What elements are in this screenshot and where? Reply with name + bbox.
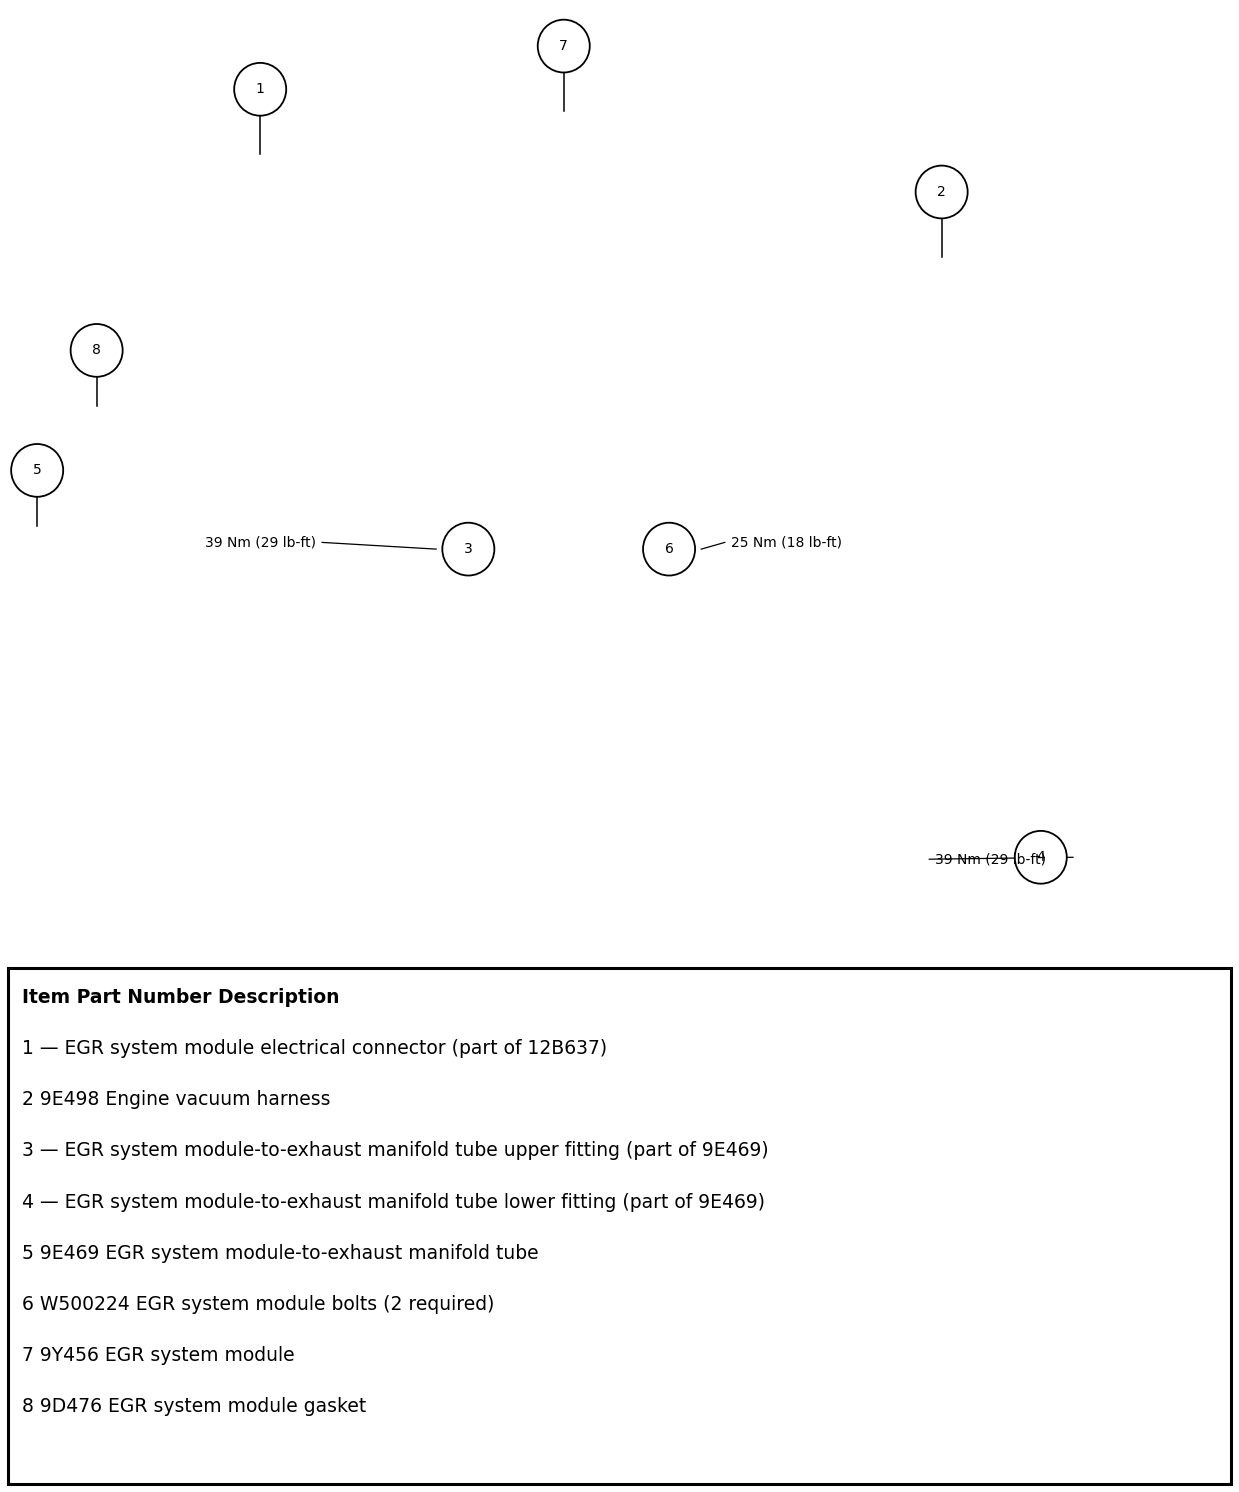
Text: 2: 2: [937, 185, 947, 198]
Text: 1 — EGR system module electrical connector (part of 12B637): 1 — EGR system module electrical connect…: [22, 1038, 607, 1058]
Text: 5: 5: [32, 464, 42, 477]
Text: 39 Nm (29 lb-ft): 39 Nm (29 lb-ft): [935, 852, 1047, 867]
Ellipse shape: [538, 19, 590, 73]
Text: 6: 6: [664, 542, 674, 557]
Text: 6 W500224 EGR system module bolts (2 required): 6 W500224 EGR system module bolts (2 req…: [22, 1295, 494, 1314]
Text: 4 — EGR system module-to-exhaust manifold tube lower fitting (part of 9E469): 4 — EGR system module-to-exhaust manifol…: [22, 1192, 764, 1212]
Ellipse shape: [234, 63, 286, 116]
Ellipse shape: [916, 166, 968, 218]
Ellipse shape: [11, 445, 63, 497]
Ellipse shape: [1015, 831, 1067, 883]
Text: 7: 7: [559, 39, 569, 54]
Ellipse shape: [643, 522, 695, 576]
Text: 4: 4: [1036, 850, 1046, 864]
Text: 25 Nm (18 lb-ft): 25 Nm (18 lb-ft): [731, 536, 843, 549]
Text: Item Part Number Description: Item Part Number Description: [22, 988, 339, 1007]
Text: 1: 1: [255, 82, 265, 97]
Ellipse shape: [442, 522, 494, 576]
Ellipse shape: [71, 324, 123, 377]
Text: 3: 3: [463, 542, 473, 557]
Text: 5 9E469 EGR system module-to-exhaust manifold tube: 5 9E469 EGR system module-to-exhaust man…: [22, 1244, 539, 1262]
Text: 8: 8: [92, 343, 102, 358]
Text: 2 9E498 Engine vacuum harness: 2 9E498 Engine vacuum harness: [22, 1091, 331, 1110]
Text: 3 — EGR system module-to-exhaust manifold tube upper fitting (part of 9E469): 3 — EGR system module-to-exhaust manifol…: [22, 1141, 768, 1161]
Text: 8 9D476 EGR system module gasket: 8 9D476 EGR system module gasket: [22, 1398, 367, 1416]
Text: 7 9Y456 EGR system module: 7 9Y456 EGR system module: [22, 1346, 295, 1365]
Text: 39 Nm (29 lb-ft): 39 Nm (29 lb-ft): [204, 536, 316, 549]
